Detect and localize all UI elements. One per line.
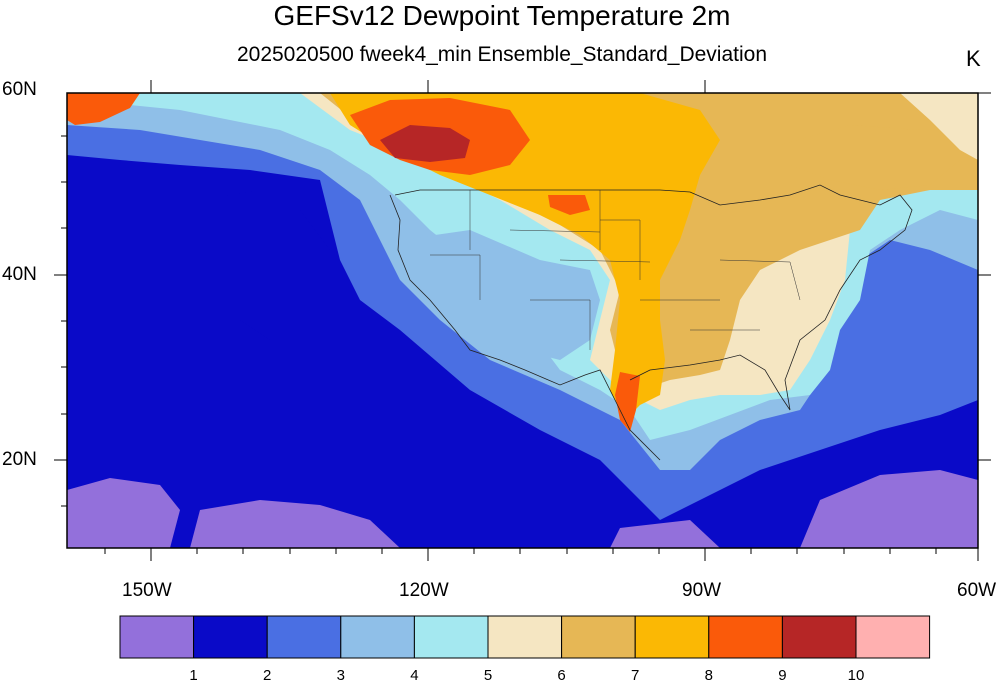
map-title: GEFSv12 Dewpoint Temperature 2m xyxy=(273,0,731,31)
field-red-core xyxy=(380,125,470,162)
field-tan-east xyxy=(780,125,960,190)
colorbar-swatch xyxy=(119,615,195,659)
colorbar-level-label: 5 xyxy=(483,667,493,684)
contour-field xyxy=(67,93,978,548)
map-ticks xyxy=(54,80,991,561)
colorbar-swatch xyxy=(193,615,268,659)
colorbar-swatch xyxy=(266,615,342,659)
colorbar-swatch xyxy=(561,615,636,659)
field-purple-se xyxy=(800,470,978,548)
colorbar-swatch xyxy=(487,615,563,659)
lon-label-90w: 90W xyxy=(682,580,722,601)
field-darkorange-texas xyxy=(615,372,640,432)
colorbar-swatch xyxy=(413,615,489,659)
state-borders xyxy=(430,190,801,350)
field-pacific-pocket xyxy=(190,190,330,340)
field-interior-west xyxy=(400,230,600,360)
colorbar-level-label: 3 xyxy=(336,667,345,684)
colorbar-swatch xyxy=(708,615,783,659)
field-darkorange-alaska xyxy=(67,93,140,125)
field-darkorange-dakotas xyxy=(548,195,590,215)
lon-label-60w: 60W xyxy=(957,580,997,601)
colorbar-level-label: 2 xyxy=(263,667,272,684)
colorbar-level-label: 4 xyxy=(410,667,419,684)
colorbar xyxy=(119,615,931,659)
lon-label-120w: 120W xyxy=(399,580,449,601)
colorbar-level-label: 7 xyxy=(631,667,640,684)
colorbar-swatch xyxy=(340,615,415,659)
field-purple-sw xyxy=(67,478,180,548)
colorbar-level-label: 8 xyxy=(704,667,713,684)
coastline-outline xyxy=(389,184,913,461)
lon-label-150w: 150W xyxy=(122,580,172,601)
colorbar-level-label: 10 xyxy=(847,667,865,684)
map-subtitle: 2025020500 fweek4_min Ensemble_Standard_… xyxy=(236,43,768,66)
colorbar-level-label: 6 xyxy=(557,667,566,684)
lat-label-60n: 60N xyxy=(2,79,37,100)
lat-label-40n: 40N xyxy=(2,264,37,285)
lat-label-20n: 20N xyxy=(2,449,37,470)
colorbar-level-label: 9 xyxy=(778,667,787,684)
colorbar-swatch xyxy=(634,615,710,659)
field-purple-s xyxy=(190,500,400,548)
field-purple-c xyxy=(610,520,720,548)
field-orange xyxy=(330,93,720,420)
colorbar-swatch xyxy=(855,615,931,659)
colorbar-level-label: 1 xyxy=(189,667,198,684)
units-label: K xyxy=(966,46,981,71)
colorbar-swatch xyxy=(781,615,857,659)
